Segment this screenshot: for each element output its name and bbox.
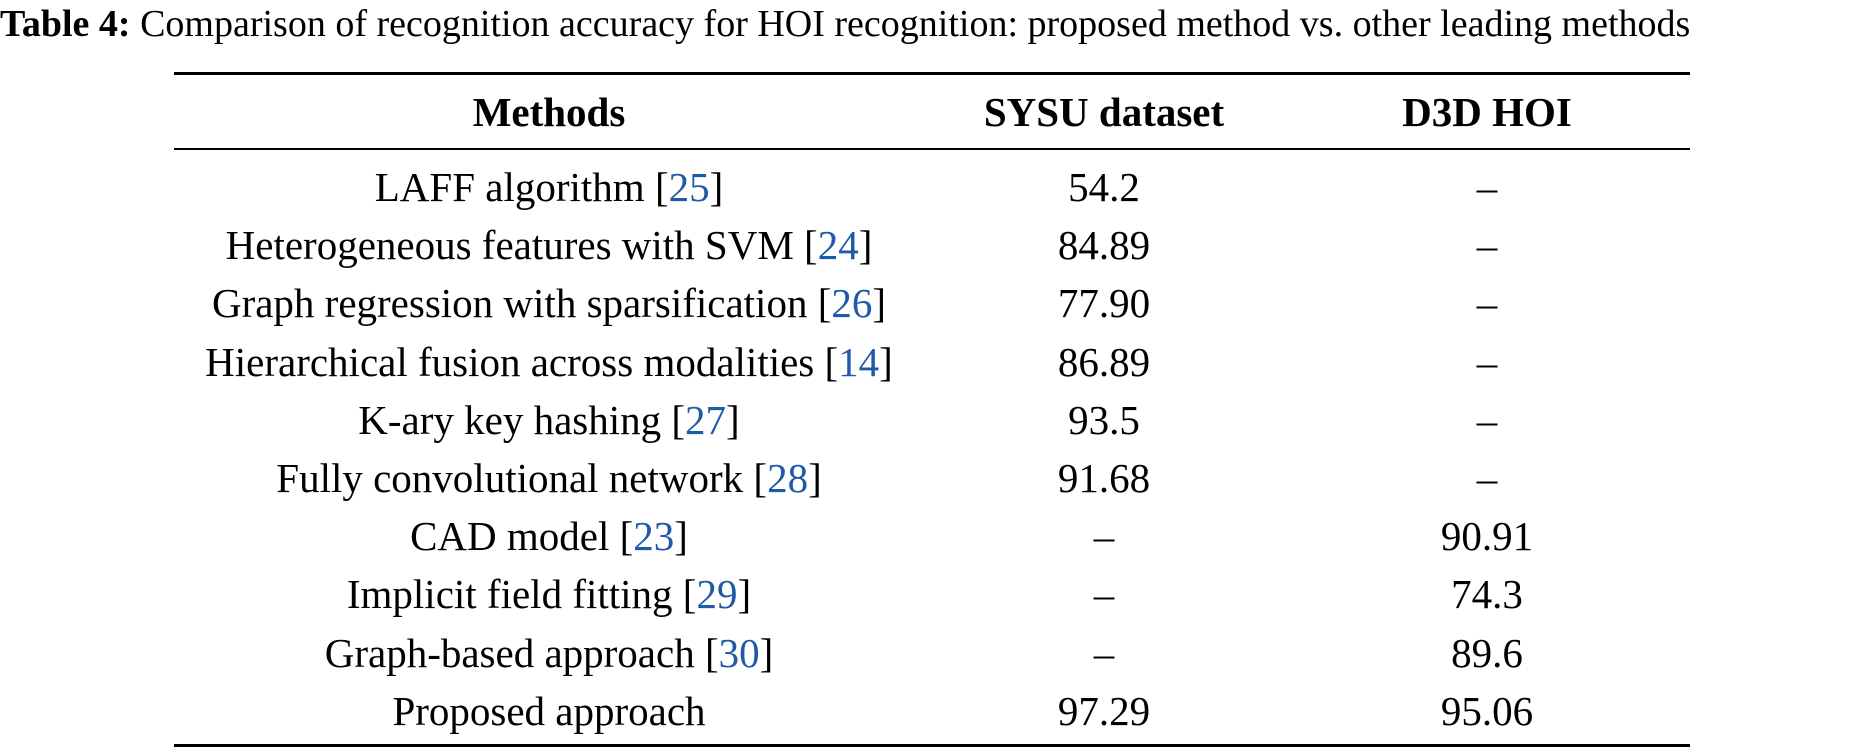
method-cell: CAD model [23] xyxy=(410,513,688,560)
citation-link[interactable]: 28 xyxy=(767,455,809,502)
table-header-row: Methods SYSU dataset D3D HOI xyxy=(174,75,1690,148)
d3d-value: – xyxy=(1476,338,1498,385)
sysu-value: 54.2 xyxy=(1068,164,1140,211)
table-row: Hierarchical fusion across modalities [1… xyxy=(174,333,1690,391)
table-body: LAFF algorithm [25] 54.2 – Heterogeneous… xyxy=(174,158,1690,740)
method-name: LAFF algorithm xyxy=(374,164,645,211)
header-sysu-dataset: SYSU dataset xyxy=(983,88,1225,135)
method-name: CAD model xyxy=(410,513,610,560)
method-name: Heterogeneous features with SVM xyxy=(225,222,794,269)
d3d-value: – xyxy=(1476,164,1498,211)
sysu-value: – xyxy=(1093,571,1115,618)
method-name: Proposed approach xyxy=(392,687,706,734)
sysu-value: – xyxy=(1093,629,1115,676)
method-name: K-ary key hashing xyxy=(358,396,662,443)
d3d-value: – xyxy=(1476,222,1498,269)
citation-link[interactable]: 30 xyxy=(718,629,760,676)
table-row: CAD model [23] – 90.91 xyxy=(174,507,1690,565)
citation-link[interactable]: 29 xyxy=(696,571,738,618)
d3d-value: – xyxy=(1476,280,1498,327)
d3d-value: – xyxy=(1476,455,1498,502)
sysu-value: 77.90 xyxy=(1057,280,1151,327)
table-row: Graph-based approach [30] – 89.6 xyxy=(174,624,1690,682)
table-top-rule xyxy=(174,72,1690,75)
method-cell: Implicit field fitting [29] xyxy=(346,571,752,618)
method-name: Graph regression with sparsification xyxy=(211,280,808,327)
method-cell: Heterogeneous features with SVM [24] xyxy=(225,222,873,269)
table-row: K-ary key hashing [27] 93.5 – xyxy=(174,391,1690,449)
table-row: Graph regression with sparsification [26… xyxy=(174,274,1690,332)
caption-text: Comparison of recognition accuracy for H… xyxy=(140,3,1691,45)
sysu-value: 93.5 xyxy=(1068,396,1140,443)
citation-link[interactable]: 24 xyxy=(817,222,859,269)
citation-link[interactable]: 14 xyxy=(838,338,880,385)
citation-link[interactable]: 25 xyxy=(668,164,710,211)
d3d-value: 90.91 xyxy=(1440,513,1534,560)
method-cell: LAFF algorithm [25] xyxy=(374,164,724,211)
sysu-value: 97.29 xyxy=(1057,687,1151,734)
caption-label: Table 4: xyxy=(0,3,131,45)
citation-link[interactable]: 23 xyxy=(633,513,675,560)
method-name: Implicit field fitting xyxy=(346,571,673,618)
sysu-value: 84.89 xyxy=(1057,222,1151,269)
table-row: Heterogeneous features with SVM [24] 84.… xyxy=(174,216,1690,274)
d3d-value: 89.6 xyxy=(1451,629,1523,676)
table-row: LAFF algorithm [25] 54.2 – xyxy=(174,158,1690,216)
table-row: Proposed approach 97.29 95.06 xyxy=(174,682,1690,740)
table-row: Implicit field fitting [29] – 74.3 xyxy=(174,565,1690,623)
method-name: Graph-based approach xyxy=(324,629,695,676)
d3d-value: 95.06 xyxy=(1440,687,1534,734)
table-caption: Table 4: Comparison of recognition accur… xyxy=(0,0,1862,48)
table-row: Fully convolutional network [28] 91.68 – xyxy=(174,449,1690,507)
citation-link[interactable]: 27 xyxy=(685,396,727,443)
method-cell: K-ary key hashing [27] xyxy=(358,396,740,443)
sysu-value: – xyxy=(1093,513,1115,560)
sysu-value: 91.68 xyxy=(1057,455,1151,502)
method-cell: Graph-based approach [30] xyxy=(324,629,774,676)
method-cell: Graph regression with sparsification [26… xyxy=(211,280,887,327)
method-name: Hierarchical fusion across modalities xyxy=(205,338,815,385)
table-header-rule xyxy=(174,148,1690,150)
d3d-value: 74.3 xyxy=(1451,571,1523,618)
citation-link[interactable]: 26 xyxy=(831,280,873,327)
d3d-value: – xyxy=(1476,396,1498,443)
method-cell: Fully convolutional network [28] xyxy=(276,455,822,502)
header-methods: Methods xyxy=(472,88,626,135)
table-bottom-rule xyxy=(174,744,1690,747)
method-cell: Hierarchical fusion across modalities [1… xyxy=(205,338,893,385)
header-d3d-hoi: D3D HOI xyxy=(1402,88,1572,135)
method-name: Fully convolutional network xyxy=(276,455,744,502)
method-cell: Proposed approach xyxy=(174,687,924,735)
sysu-value: 86.89 xyxy=(1057,338,1151,385)
